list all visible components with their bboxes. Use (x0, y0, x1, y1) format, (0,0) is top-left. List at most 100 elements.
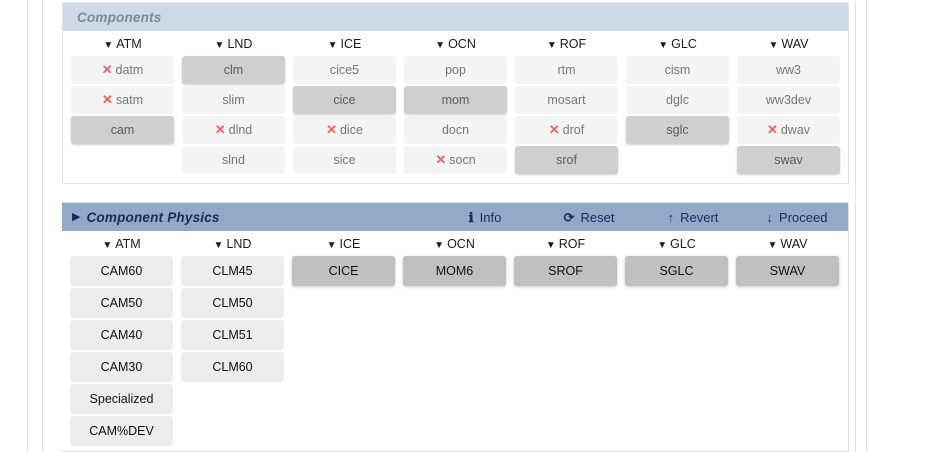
revert-button[interactable]: ↑ Revert (642, 203, 744, 231)
column-header-label: OCN (448, 37, 476, 51)
option-cell[interactable]: CAM30 (70, 352, 173, 382)
option-cell[interactable]: CLM60 (181, 352, 284, 382)
column-ocn: ▼ OCN MOM6 (399, 231, 510, 448)
option-cell[interactable]: SWAV (736, 256, 839, 286)
option-cell[interactable]: CAM%DEV (70, 416, 173, 446)
grid-cell-empty (736, 320, 839, 350)
option-cell[interactable]: ✕ satm (71, 86, 174, 114)
component-physics-header[interactable]: ▶ Component Physics ℹ Info ⟳ Reset ↑ Revert ↓ P… (62, 203, 848, 231)
option-cell-label: socn (449, 153, 476, 167)
option-cell-label: CAM30 (100, 360, 143, 374)
option-cell[interactable]: SROF (514, 256, 617, 286)
option-cell[interactable]: ww3dev (737, 86, 840, 114)
option-cell[interactable]: cism (626, 56, 729, 84)
option-cell[interactable]: CAM50 (70, 288, 173, 318)
option-cell[interactable]: CAM40 (70, 320, 173, 350)
column-header-atm[interactable]: ▼ ATM (70, 231, 173, 256)
column-header-lnd[interactable]: ▼ LND (182, 31, 285, 56)
column-glc: ▼ GLC cism dglc sglc (622, 31, 733, 176)
option-cell[interactable]: MOM6 (403, 256, 506, 286)
option-cell-label: CAM50 (100, 296, 143, 310)
column-atm: ▼ ATM CAM60 CAM50 CAM40 CAM30 Specialized CAM%D… (66, 231, 177, 448)
option-cell-label: drof (562, 123, 585, 137)
option-cell[interactable]: dglc (626, 86, 729, 114)
column-header-rof[interactable]: ▼ ROF (515, 31, 618, 56)
option-cell-label: cism (664, 63, 691, 77)
option-cell-label: cice5 (329, 63, 360, 77)
column-header-glc[interactable]: ▼ GLC (625, 231, 728, 256)
option-cell[interactable]: ww3 (737, 56, 840, 84)
option-cell[interactable]: sglc (626, 116, 729, 144)
option-cell-label: dice (339, 123, 363, 137)
option-cell[interactable]: rtm (515, 56, 618, 84)
option-cell[interactable]: mom (404, 86, 507, 114)
option-cell[interactable]: ✕ datm (71, 56, 174, 84)
option-cell[interactable]: slim (182, 86, 285, 114)
grid-cell-empty (625, 416, 728, 446)
option-cell[interactable]: SGLC (625, 256, 728, 286)
up-arrow-icon: ↑ (667, 209, 675, 225)
column-header-label: OCN (447, 237, 475, 251)
column-header-glc[interactable]: ▼ GLC (626, 31, 729, 56)
grid-cell-empty (292, 352, 395, 382)
option-cell[interactable]: mosart (515, 86, 618, 114)
option-cell-label: MOM6 (435, 264, 474, 278)
option-cell[interactable]: slnd (182, 146, 285, 174)
option-cell[interactable]: ✕ socn (404, 146, 507, 174)
option-cell[interactable]: srof (515, 146, 618, 174)
option-cell[interactable]: sice (293, 146, 396, 174)
option-cell[interactable]: CLM51 (181, 320, 284, 350)
option-cell[interactable]: docn (404, 116, 507, 144)
option-cell[interactable]: ✕ dlnd (182, 116, 285, 144)
grid-cell-empty (625, 288, 728, 318)
column-header-lnd[interactable]: ▼ LND (181, 231, 284, 256)
column-rof: ▼ ROF rtm mosart ✕ drof srof (511, 31, 622, 176)
option-cell[interactable]: swav (737, 146, 840, 174)
option-cell[interactable]: ✕ dice (293, 116, 396, 144)
column-ice: ▼ ICE CICE (288, 231, 399, 448)
chevron-down-icon: ▼ (327, 40, 338, 51)
page-rail-left-inner (42, 0, 43, 452)
column-header-ocn[interactable]: ▼ OCN (404, 31, 507, 56)
column-header-ice[interactable]: ▼ ICE (292, 231, 395, 256)
option-cell-label: cice (333, 93, 356, 107)
option-cell[interactable]: cice (293, 86, 396, 114)
option-cell[interactable]: ✕ drof (515, 116, 618, 144)
grid-cell-empty (403, 384, 506, 414)
option-cell-label: SROF (548, 264, 583, 278)
option-cell[interactable]: CLM50 (181, 288, 284, 318)
revert-button-label: Revert (680, 209, 719, 225)
expander-triangle-icon[interactable]: ▶ (72, 210, 81, 223)
column-header-wav[interactable]: ▼ WAV (736, 231, 839, 256)
components-panel-header: Components (63, 3, 848, 31)
option-cell[interactable]: CICE (292, 256, 395, 286)
column-header-atm[interactable]: ▼ ATM (71, 31, 174, 56)
column-header-label: ATM (116, 37, 142, 51)
option-cell[interactable]: CLM45 (181, 256, 284, 286)
option-cell-label: CLM50 (212, 296, 253, 310)
x-mark-icon: ✕ (102, 92, 113, 107)
option-cell[interactable]: Specialized (70, 384, 173, 414)
proceed-button[interactable]: ↓ Proceed (746, 203, 848, 231)
option-cell[interactable]: ✕ dwav (737, 116, 840, 144)
column-wav: ▼ WAV ww3 ww3dev ✕ dwav swav (733, 31, 844, 176)
option-cell[interactable]: pop (404, 56, 507, 84)
option-cell[interactable]: cam (71, 116, 174, 144)
info-button[interactable]: ℹ Info (434, 203, 536, 231)
grid-cell-empty (181, 384, 284, 414)
option-cell[interactable]: CAM60 (70, 256, 173, 286)
column-header-rof[interactable]: ▼ ROF (514, 231, 617, 256)
option-cell-label: dwav (780, 123, 811, 137)
column-header-ice[interactable]: ▼ ICE (293, 31, 396, 56)
column-header-wav[interactable]: ▼ WAV (737, 31, 840, 56)
option-cell-label: mom (441, 93, 470, 107)
reset-button[interactable]: ⟳ Reset (538, 203, 640, 231)
option-cell-label: CAM60 (100, 264, 143, 278)
grid-cell-empty (514, 288, 617, 318)
option-cell[interactable]: clm (182, 56, 285, 84)
grid-cell-empty (514, 384, 617, 414)
option-cell-label: cam (110, 123, 135, 137)
option-cell[interactable]: cice5 (293, 56, 396, 84)
column-header-ocn[interactable]: ▼ OCN (403, 231, 506, 256)
